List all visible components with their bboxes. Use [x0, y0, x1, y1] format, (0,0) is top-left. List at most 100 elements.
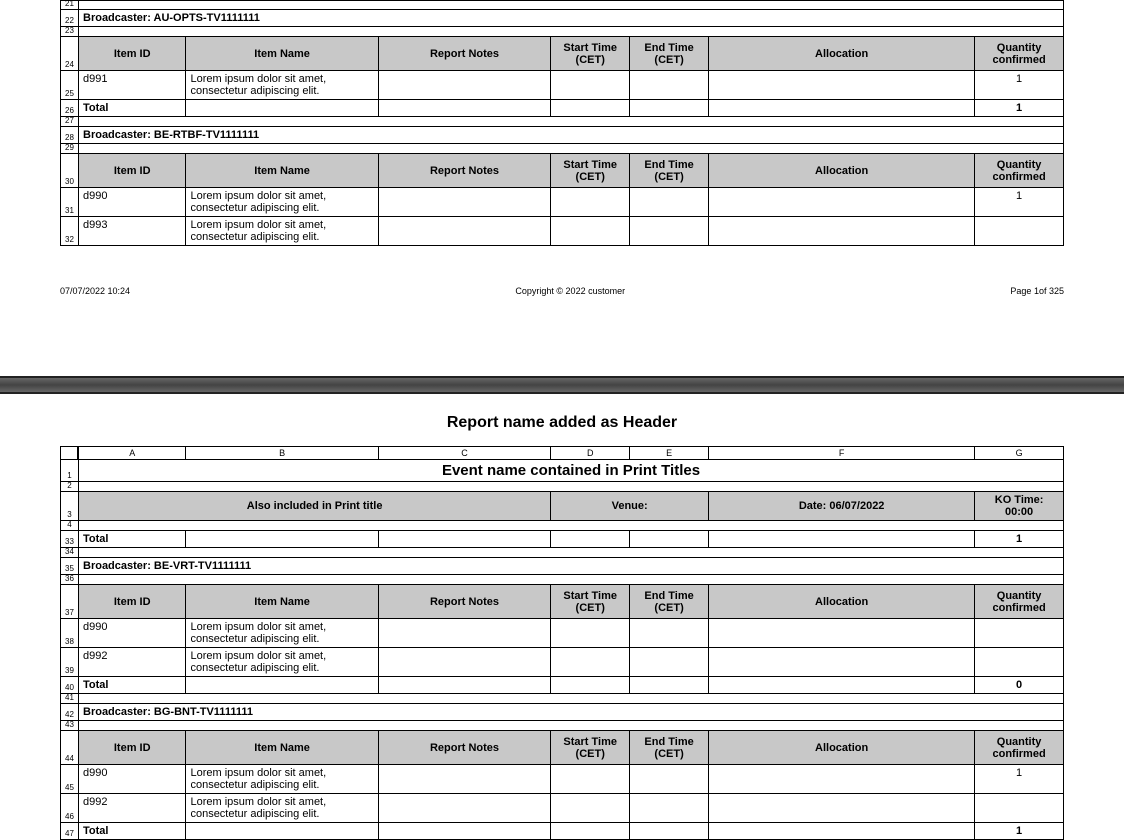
- spreadsheet-row: 27: [60, 117, 1064, 127]
- total-spacer: [709, 531, 975, 548]
- item-row: 25 d991 Lorem ipsum dolor sit amet, cons…: [60, 71, 1064, 100]
- col-header-report-notes: Report Notes: [379, 37, 552, 71]
- end-time-cell: [630, 188, 709, 217]
- row-number: 30: [60, 154, 78, 188]
- row-number: 27: [60, 117, 78, 127]
- report-notes-cell: [379, 217, 552, 246]
- end-time-cell: [630, 619, 709, 648]
- spreadsheet-row: 34: [60, 548, 1064, 558]
- row-number: 37: [60, 585, 78, 619]
- col-letter: B: [186, 446, 378, 459]
- item-name-cell: Lorem ipsum dolor sit amet, consectetur …: [186, 619, 378, 648]
- blank-cell: [78, 27, 1064, 37]
- blank-cell: [78, 575, 1064, 585]
- footer-timestamp: 07/07/2022 10:24: [60, 286, 130, 296]
- report-notes-cell: [379, 794, 552, 823]
- quantity-cell: [975, 217, 1064, 246]
- col-header-report-notes: Report Notes: [379, 154, 552, 188]
- start-time-cell: [551, 217, 630, 246]
- total-spacer: [379, 531, 552, 548]
- info-header-row: 3 Also included in Print title Venue: Da…: [60, 492, 1064, 521]
- col-header-allocation: Allocation: [709, 585, 975, 619]
- row-number: 4: [60, 521, 78, 531]
- broadcaster-title: Broadcaster: BE-VRT-TV1111111: [78, 558, 1064, 575]
- col-letter: E: [630, 446, 709, 459]
- item-id-cell: d993: [78, 217, 186, 246]
- row-number: 45: [60, 765, 78, 794]
- allocation-cell: [709, 794, 975, 823]
- print-title-row: 1 Event name contained in Print Titles: [60, 459, 1064, 482]
- col-header-start-time: Start Time (CET): [551, 731, 630, 765]
- blank-cell: [78, 0, 1064, 10]
- col-header-report-notes: Report Notes: [379, 731, 552, 765]
- column-letters-bar: A B C D E F G: [60, 446, 1064, 459]
- total-spacer: [379, 677, 552, 694]
- item-row: 31 d990 Lorem ipsum dolor sit amet, cons…: [60, 188, 1064, 217]
- col-letter: F: [709, 446, 975, 459]
- item-row: 46 d992 Lorem ipsum dolor sit amet, cons…: [60, 794, 1064, 823]
- blank-cell: [78, 117, 1064, 127]
- total-label: Total: [78, 100, 186, 117]
- col-header-allocation: Allocation: [709, 37, 975, 71]
- info-ko-time: KO Time: 00:00: [975, 492, 1064, 521]
- row-number: 25: [60, 71, 78, 100]
- total-label: Total: [78, 531, 186, 548]
- total-spacer: [551, 531, 630, 548]
- col-header-item-name: Item Name: [186, 37, 378, 71]
- item-row: 39 d992 Lorem ipsum dolor sit amet, cons…: [60, 648, 1064, 677]
- spreadsheet-row: 23: [60, 27, 1064, 37]
- col-header-end-time: End Time (CET): [630, 37, 709, 71]
- corner-cell: [60, 446, 78, 459]
- quantity-cell: [975, 619, 1064, 648]
- total-row: 33 Total 1: [60, 531, 1064, 548]
- row-number: 24: [60, 37, 78, 71]
- column-header-row: 44 Item ID Item Name Report Notes Start …: [60, 731, 1064, 765]
- col-letter: A: [78, 446, 186, 459]
- page-break-divider: [0, 376, 1124, 394]
- row-number: 32: [60, 217, 78, 246]
- total-label: Total: [78, 677, 186, 694]
- quantity-cell: [975, 794, 1064, 823]
- item-name-cell: Lorem ipsum dolor sit amet, consectetur …: [186, 217, 378, 246]
- allocation-cell: [709, 765, 975, 794]
- row-number: 33: [60, 531, 78, 548]
- broadcaster-title-row: 42 Broadcaster: BG-BNT-TV1111111: [60, 704, 1064, 721]
- total-qty: 0: [975, 677, 1064, 694]
- spreadsheet-row: 41: [60, 694, 1064, 704]
- start-time-cell: [551, 619, 630, 648]
- start-time-cell: [551, 648, 630, 677]
- sheet-area-page1: 21 22 Broadcaster: AU-OPTS-TV1111111 23 …: [60, 0, 1064, 246]
- start-time-cell: [551, 71, 630, 100]
- col-header-start-time: Start Time (CET): [551, 37, 630, 71]
- info-date: Date: 06/07/2022: [709, 492, 975, 521]
- total-spacer: [630, 531, 709, 548]
- end-time-cell: [630, 648, 709, 677]
- quantity-cell: 1: [975, 188, 1064, 217]
- col-header-end-time: End Time (CET): [630, 731, 709, 765]
- col-letter: G: [975, 446, 1064, 459]
- row-number: 42: [60, 704, 78, 721]
- quantity-cell: [975, 648, 1064, 677]
- info-print-title: Also included in Print title: [78, 492, 551, 521]
- broadcaster-title-row: 28 Broadcaster: BE-RTBF-TV1111111: [60, 127, 1064, 144]
- row-number: 29: [60, 144, 78, 154]
- total-qty: 1: [975, 531, 1064, 548]
- report-notes-cell: [379, 188, 552, 217]
- total-spacer: [630, 100, 709, 117]
- item-name-cell: Lorem ipsum dolor sit amet, consectetur …: [186, 648, 378, 677]
- item-row: 38 d990 Lorem ipsum dolor sit amet, cons…: [60, 619, 1064, 648]
- blank-cell: [78, 482, 1064, 492]
- row-number: 1: [60, 459, 78, 482]
- row-number: 23: [60, 27, 78, 37]
- col-header-report-notes: Report Notes: [379, 585, 552, 619]
- total-spacer: [551, 677, 630, 694]
- total-spacer: [630, 677, 709, 694]
- total-spacer: [186, 823, 378, 840]
- row-number: 26: [60, 100, 78, 117]
- report-notes-cell: [379, 648, 552, 677]
- broadcaster-title-row: 35 Broadcaster: BE-VRT-TV1111111: [60, 558, 1064, 575]
- end-time-cell: [630, 217, 709, 246]
- broadcaster-title-row: 22 Broadcaster: AU-OPTS-TV1111111: [60, 10, 1064, 27]
- row-number: 46: [60, 794, 78, 823]
- total-spacer: [186, 531, 378, 548]
